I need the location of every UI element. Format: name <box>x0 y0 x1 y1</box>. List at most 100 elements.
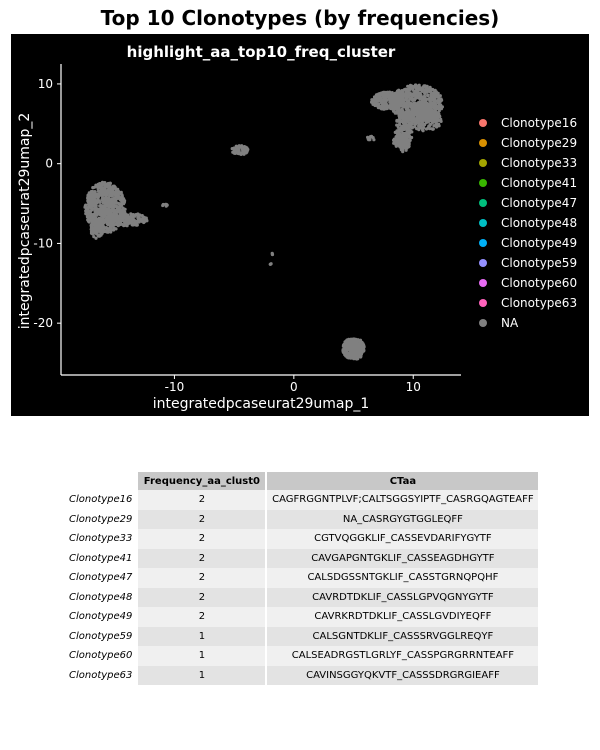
data-point <box>102 218 106 222</box>
ctaa-cell: CAVRDTDKLIF_CASSLGPVQGNYGYTF <box>266 587 541 607</box>
data-point <box>415 85 419 89</box>
legend-swatch <box>479 139 487 147</box>
point-cluster <box>268 262 273 266</box>
data-point <box>393 137 397 141</box>
data-point <box>114 219 118 223</box>
ctaa-cell: CGTVQGGKLIF_CASSEVDARIFYGYTF <box>266 529 541 549</box>
data-point <box>270 251 274 255</box>
data-point <box>243 145 248 149</box>
data-point <box>90 194 95 199</box>
data-point <box>436 123 440 127</box>
data-point <box>104 226 108 230</box>
data-point <box>436 114 440 118</box>
row-name-cell: Clonotype60 <box>65 646 139 666</box>
data-point <box>92 235 96 239</box>
data-point <box>420 104 424 108</box>
data-point <box>420 128 425 132</box>
data-point <box>401 127 405 131</box>
data-point <box>388 100 392 104</box>
data-point <box>437 96 441 100</box>
data-point <box>400 145 404 149</box>
data-point <box>136 219 140 223</box>
data-point <box>415 109 420 113</box>
ctaa-cell: CALSGNTDKLIF_CASSSRVGGLREQYF <box>266 626 541 646</box>
data-point <box>117 202 121 206</box>
data-point <box>393 102 398 106</box>
table-corner-cell <box>65 472 139 490</box>
data-point <box>423 91 427 95</box>
x-axis-label: integratedpcaseurat29umap_1 <box>153 396 370 412</box>
data-point <box>144 219 148 223</box>
table-row: Clonotype41 2 CAVGAPGNTGKLIF_CASSEAGDHGYTF <box>65 548 541 568</box>
data-point <box>409 112 413 116</box>
data-point <box>404 112 408 116</box>
data-point <box>115 207 119 211</box>
data-point <box>86 219 91 223</box>
axis-ticks: -10 0 10 -20 -10 0 10 <box>33 77 420 394</box>
data-point <box>111 200 115 204</box>
legend-label: Clonotype48 <box>501 216 577 230</box>
data-point <box>438 106 442 111</box>
data-point <box>119 218 123 222</box>
data-point <box>432 119 436 123</box>
data-point <box>105 202 110 206</box>
data-point <box>348 348 352 352</box>
data-point <box>428 98 432 103</box>
data-point <box>385 94 389 98</box>
y-tick-label: 10 <box>38 77 53 91</box>
data-point <box>95 201 99 205</box>
data-point <box>104 182 108 186</box>
data-point <box>161 202 165 207</box>
legend-label: Clonotype33 <box>501 156 577 170</box>
table-row: Clonotype33 2 CGTVQGGKLIF_CASSEVDARIFYGYTF <box>65 529 541 549</box>
data-point <box>114 190 119 194</box>
point-cluster <box>89 221 105 240</box>
legend-item: Clonotype33 <box>479 156 577 170</box>
data-point <box>371 136 375 140</box>
data-point <box>352 337 356 341</box>
data-point <box>430 102 434 107</box>
data-point <box>102 209 106 213</box>
data-point <box>117 215 121 219</box>
data-point <box>102 205 106 209</box>
row-name-cell: Clonotype49 <box>65 607 139 627</box>
data-point <box>121 206 125 210</box>
data-point <box>109 218 113 222</box>
x-tick-label: 10 <box>406 380 421 394</box>
data-point <box>140 219 144 223</box>
data-point <box>100 204 104 208</box>
frequency-cell: 1 <box>137 665 268 685</box>
frequency-cell: 2 <box>137 490 268 510</box>
data-point <box>94 205 98 209</box>
data-point <box>92 214 96 219</box>
data-point <box>427 88 431 92</box>
data-point <box>382 95 387 100</box>
row-name-cell: Clonotype41 <box>65 548 139 568</box>
data-point <box>89 198 93 202</box>
data-point <box>122 211 126 215</box>
data-point <box>118 198 122 202</box>
legend-swatch <box>479 279 487 287</box>
data-point <box>94 227 98 231</box>
table-row: Clonotype49 2 CAVRKRDTDKLIF_CASSLGVDIYEQFF <box>65 607 541 627</box>
data-point <box>407 100 411 104</box>
data-point <box>387 105 391 109</box>
data-point <box>412 93 416 97</box>
data-point <box>381 104 385 108</box>
data-point <box>403 124 407 129</box>
data-point <box>429 117 433 121</box>
data-point <box>120 209 125 213</box>
data-point <box>341 349 345 353</box>
legend-item: Clonotype60 <box>479 276 577 290</box>
data-point <box>417 124 421 128</box>
data-point <box>420 89 424 93</box>
table-row: Clonotype29 2 NA_CASRGYGTGGLEQFF <box>65 509 541 529</box>
data-point <box>425 85 429 89</box>
data-point <box>123 221 127 225</box>
data-point <box>412 113 416 117</box>
ctaa-cell: CAVINSGGYQKVTF_CASSSDRGRGIEAFF <box>266 665 541 685</box>
data-point <box>377 102 381 106</box>
data-point <box>408 97 413 101</box>
data-point <box>394 144 398 148</box>
ctaa-cell: CALSEADRGSTLGRLYF_CASSPGRGRRNTEAFF <box>266 646 541 666</box>
